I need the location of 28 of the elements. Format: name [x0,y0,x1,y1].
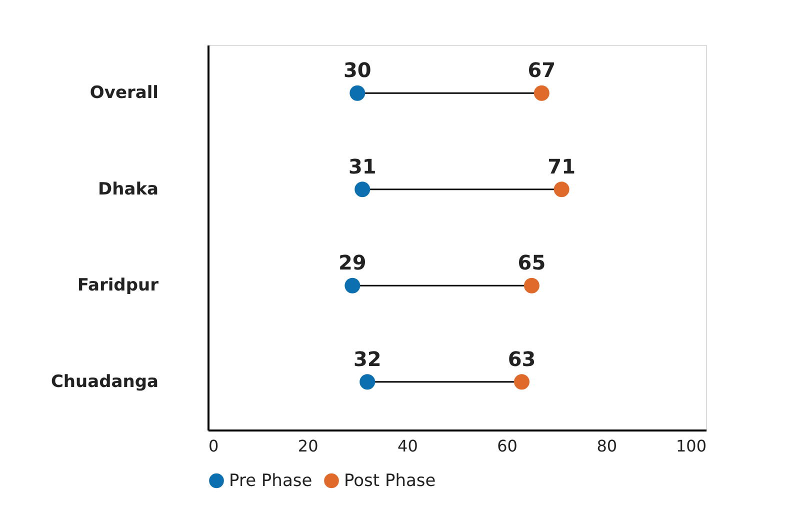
y-tick-label: Faridpur [77,276,160,296]
y-tick-label: Overall [90,83,158,104]
x-tick-label: 20 [298,436,318,456]
y-tick-label: Dhaka [98,179,158,200]
x-tick-label: 100 [676,436,706,456]
x-tick-label: 60 [497,436,518,456]
point [360,374,376,390]
data-label: 71 [548,154,576,178]
point [554,182,570,198]
x-tick-label: 0 [208,436,219,456]
x-tick-label: 80 [596,436,618,456]
data-label: 29 [338,250,366,275]
data-label: 65 [518,250,546,275]
data-label: 31 [348,154,376,178]
data-label: 63 [508,346,536,371]
legend-label: Post Phase [344,470,436,491]
point [354,182,370,198]
data-label: 67 [528,58,556,82]
point [524,278,540,294]
point [514,374,530,390]
data-label: 32 [353,346,382,371]
data-label: 30 [343,58,372,82]
y-tick-label: Chuadanga [50,372,158,392]
point [350,85,366,101]
point [344,278,360,294]
x-tick-label: 40 [398,436,418,456]
point [534,85,550,101]
legend-label: Pre Phase [229,470,312,491]
